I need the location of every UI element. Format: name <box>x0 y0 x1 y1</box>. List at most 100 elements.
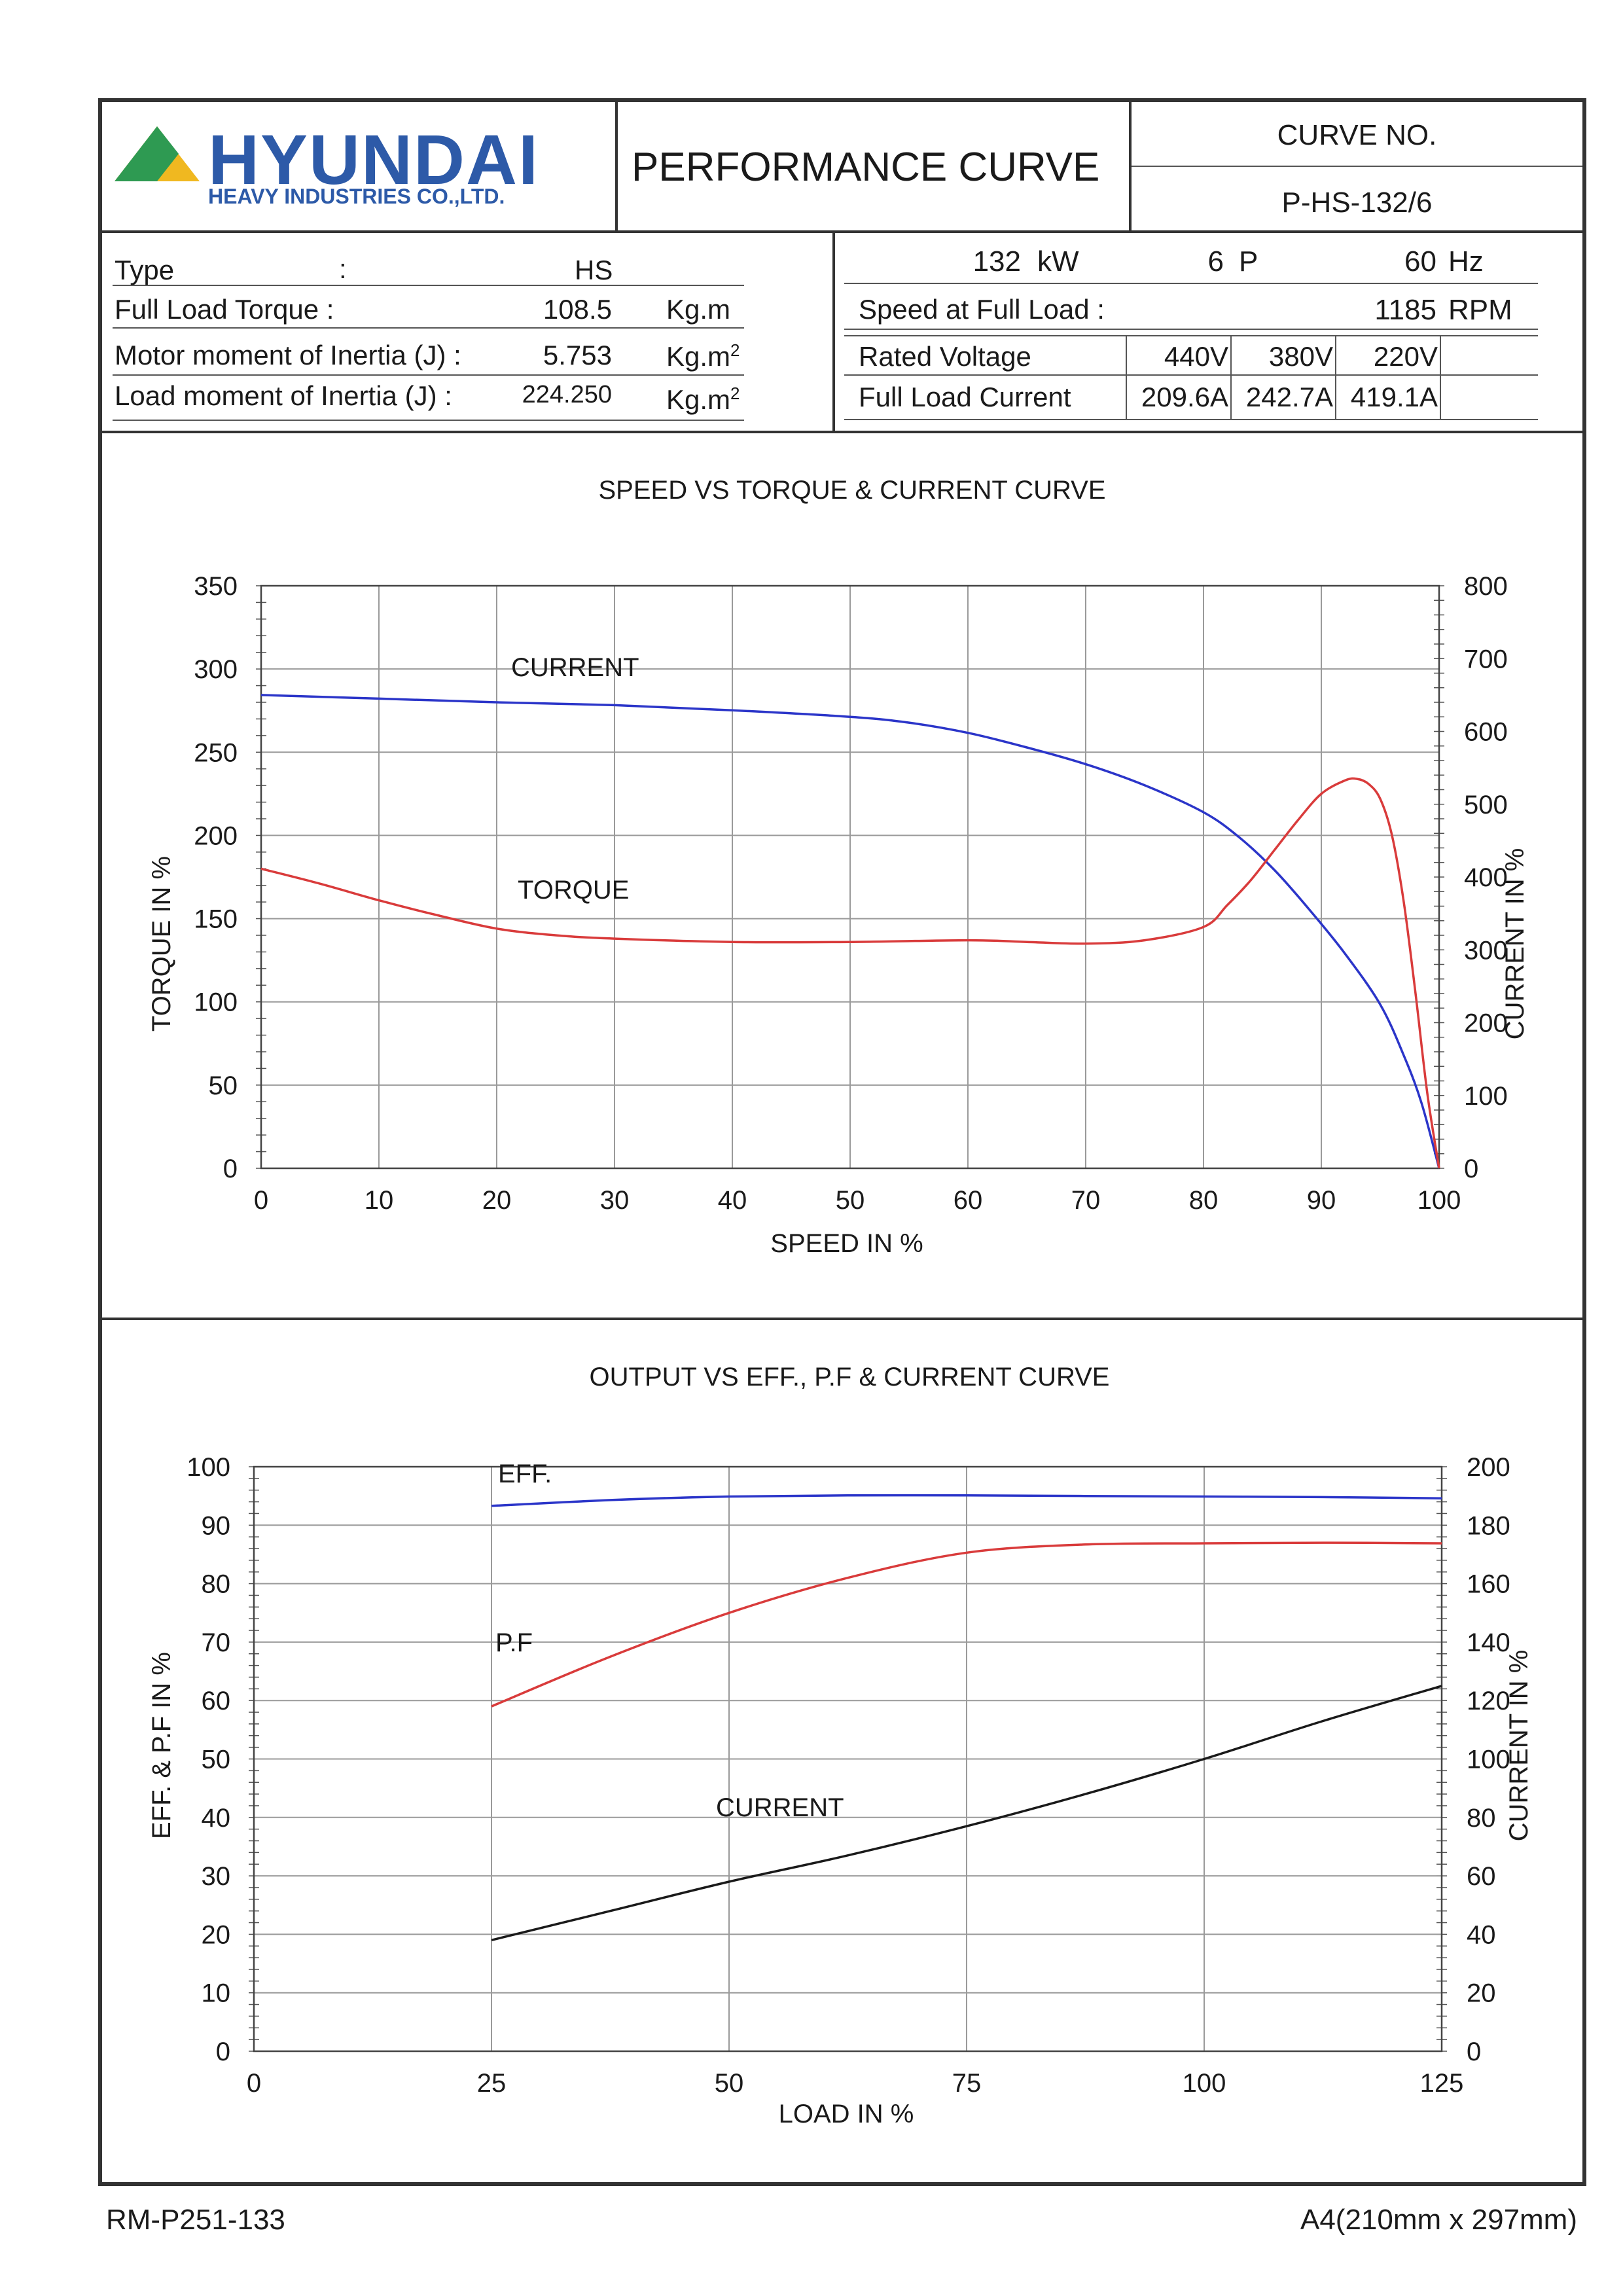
y-tick-label: 50 <box>202 1746 231 1774</box>
x-tick-label: 30 <box>600 1186 630 1215</box>
plot-area <box>260 584 1440 1170</box>
speed-label: Speed at Full Load : <box>859 294 1105 325</box>
y2-tick-label: 200 <box>1464 1009 1508 1038</box>
chart1-y2label: CURRENT IN % <box>1501 848 1529 1040</box>
x-tick-label: 20 <box>482 1186 512 1215</box>
y2-tick-label: 0 <box>1467 2037 1481 2066</box>
power-unit: kW <box>1037 245 1079 278</box>
type-colon: : <box>339 253 347 284</box>
current-380: 242.7A <box>1245 382 1333 412</box>
chart2-title: OUTPUT VS EFF., P.F & CURRENT CURVE <box>590 1363 1110 1391</box>
y2-tick-label: 600 <box>1464 718 1508 747</box>
series-line-current <box>491 1685 1442 1942</box>
chart1-series <box>260 694 1440 1169</box>
y2-tick-label: 40 <box>1467 1920 1496 1949</box>
y-tick-label: 60 <box>202 1687 231 1715</box>
curve-no-label: CURVE NO. <box>1277 119 1437 151</box>
hyundai-logo-icon <box>115 126 200 181</box>
voltage-380: 380V <box>1268 341 1333 372</box>
x-tick-label: 100 <box>1183 2069 1226 2098</box>
header-divider-1 <box>615 98 618 232</box>
x-tick-label: 0 <box>247 2069 261 2098</box>
current-220: 419.1A <box>1350 382 1438 412</box>
y-tick-label: 100 <box>187 1453 230 1482</box>
y-tick-label: 0 <box>216 2037 230 2066</box>
y2-tick-label: 80 <box>1467 1804 1496 1833</box>
y2-tick-label: 20 <box>1467 1979 1496 2008</box>
voltage-440: 440V <box>1164 341 1228 372</box>
torque-label: Full Load Torque : <box>115 294 334 325</box>
chart1-ylabel: TORQUE IN % <box>147 856 176 1031</box>
y-tick-label: 30 <box>202 1862 231 1891</box>
y2-tick-label: 100 <box>1464 1082 1508 1111</box>
logo-brand: HYUNDAI <box>208 120 540 199</box>
x-tick-label: 100 <box>1418 1186 1461 1215</box>
table-col-2 <box>1230 335 1232 420</box>
x-tick-label: 60 <box>954 1186 983 1215</box>
chart2-ticks: 0 25 50 75 100 125010203040506070809010002040… <box>187 1453 1510 2098</box>
load-inertia-value: 224.250 <box>522 381 612 408</box>
motor-inertia-value: 5.753 <box>543 340 612 370</box>
y-tick-label: 90 <box>202 1511 231 1540</box>
logo-subtitle: HEAVY INDUSTRIES CO.,LTD. <box>208 185 505 208</box>
torque-unit: Kg.m <box>666 294 731 325</box>
x-tick-label: 10 <box>365 1186 394 1215</box>
page-frame <box>98 98 1586 2186</box>
current-440: 209.6A <box>1141 382 1228 412</box>
speed-torque-current-chart: SPEED VS TORQUE & CURRENT CURVE 0 10 20 30 4… <box>147 476 1529 1258</box>
chart1-torque-label: TORQUE <box>518 876 629 905</box>
table-col-4 <box>1440 335 1441 420</box>
spec-left-rule-1 <box>113 285 744 286</box>
chart2-current-label: CURRENT <box>716 1793 844 1822</box>
y2-tick-label: 500 <box>1464 791 1508 819</box>
poles-value: 6 <box>1207 245 1224 278</box>
y-tick-label: 40 <box>202 1804 231 1833</box>
power-value: 132 <box>972 245 1021 278</box>
voltage-220: 220V <box>1373 341 1438 372</box>
type-label: Type <box>115 255 175 285</box>
y2-tick-label: 0 <box>1464 1155 1478 1183</box>
spec-right-rule-2 <box>844 329 1538 330</box>
chart2-y2label: CURRENT IN % <box>1505 1650 1533 1842</box>
y2-tick-label: 300 <box>1464 936 1508 965</box>
motor-inertia-label: Motor moment of Inertia (J) : <box>115 340 461 370</box>
y2-tick-label: 100 <box>1467 1746 1510 1774</box>
type-value: HS <box>575 255 613 285</box>
y2-tick-label: 400 <box>1464 863 1508 892</box>
chart2-grid <box>249 1465 1447 2053</box>
output-eff-pf-current-chart: OUTPUT VS EFF., P.F & CURRENT CURVE 0 25 5… <box>147 1363 1533 2128</box>
curve-no-divider <box>1132 166 1582 167</box>
chart2-ylabel: EFF. & P.F IN % <box>147 1652 176 1839</box>
x-tick-label: 0 <box>254 1186 268 1215</box>
y-tick-label: 20 <box>202 1920 231 1949</box>
series-line-p-f <box>491 1541 1442 1708</box>
spec-right-rule-5 <box>844 419 1538 420</box>
x-tick-label: 90 <box>1307 1186 1336 1215</box>
speed-unit: RPM <box>1448 294 1512 326</box>
load-inertia-unit-sup: 2 <box>730 384 740 403</box>
chart2-xlabel: LOAD IN % <box>779 2100 914 2128</box>
y2-tick-label: 200 <box>1467 1453 1510 1482</box>
y-tick-label: 200 <box>194 821 238 850</box>
poles-unit: P <box>1239 245 1258 278</box>
chart1-xlabel: SPEED IN % <box>770 1229 923 1258</box>
y2-tick-label: 700 <box>1464 645 1508 673</box>
y-tick-label: 150 <box>194 905 238 934</box>
chart1-grid <box>256 584 1444 1170</box>
plot-area <box>253 1465 1443 2053</box>
spec-right-rule-4 <box>844 374 1538 376</box>
x-tick-label: 50 <box>836 1186 865 1215</box>
table-col-3 <box>1335 335 1336 420</box>
chart2-series <box>491 1494 1442 1942</box>
series-line-torque <box>260 777 1440 1169</box>
chart1-current-label: CURRENT <box>511 653 639 682</box>
curve-no-value: P-HS-132/6 <box>1281 187 1433 219</box>
series-line-eff <box>491 1494 1442 1507</box>
paper-size: A4(210mm x 297mm) <box>1300 2204 1577 2236</box>
x-tick-label: 75 <box>952 2069 982 2098</box>
chart2-eff-label: EFF. <box>498 1460 552 1488</box>
chart1-ticks: 0 10 20 30 40 50 60 70 80 90 100050100150200250300… <box>194 572 1508 1215</box>
header-bottom-line <box>98 230 1586 233</box>
x-tick-label: 50 <box>715 2069 744 2098</box>
y-tick-label: 80 <box>202 1570 231 1599</box>
